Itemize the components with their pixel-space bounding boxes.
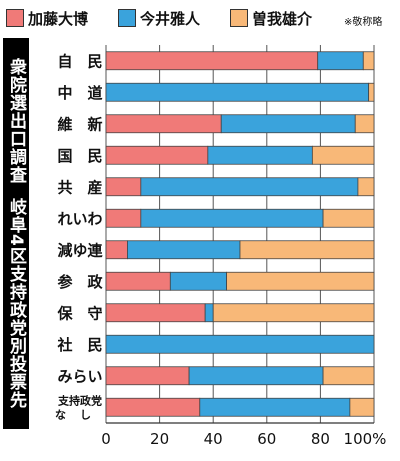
bar-segment <box>322 366 375 386</box>
bar-segment <box>349 397 375 417</box>
vertical-title-part1: 衆院選出口調査 <box>6 58 26 185</box>
bar-segment <box>317 51 364 71</box>
bar-segment <box>105 366 190 386</box>
category-label: 中 道 <box>57 84 102 102</box>
honorifics-omitted-note: ※敬称略 <box>344 17 383 28</box>
bar-segment <box>140 208 324 228</box>
legend-item-soga: 曽我雄介 <box>230 6 312 30</box>
bar-segment <box>239 240 375 260</box>
legend-label-kato: 加藤大博 <box>28 9 89 28</box>
category-label: 保 守 <box>56 304 102 322</box>
category-label: 維 新 <box>57 115 102 133</box>
bar-segment <box>207 145 313 165</box>
bar-segment <box>105 334 375 354</box>
bar-segment <box>368 82 375 102</box>
bar-segment <box>226 271 375 291</box>
x-tick-label: 60 <box>257 430 276 448</box>
bar-segment <box>105 271 171 291</box>
x-tick-label: 20 <box>150 430 169 448</box>
bar-segment <box>220 114 356 134</box>
legend-swatch-imai <box>118 9 136 27</box>
bar-segment <box>357 177 375 197</box>
bar-segment <box>199 397 351 417</box>
category-label: 参 政 <box>57 273 103 291</box>
x-tick-label: 40 <box>204 430 223 448</box>
category-label: 共 産 <box>57 178 102 196</box>
vertical-title-part2: 岐阜4区支持政党別投票先 <box>6 198 26 409</box>
bar-segment <box>140 177 359 197</box>
bar-segment <box>188 366 324 386</box>
bar-segment <box>311 145 375 165</box>
bar-segment <box>354 114 375 134</box>
legend-item-kato: 加藤大博 <box>6 6 88 30</box>
bar-segment <box>322 208 375 228</box>
vertical-title: 衆院選出口調査 岐阜4区支持政党別投票先 <box>3 38 29 429</box>
category-label: れいわ <box>57 210 102 228</box>
bar-segment <box>105 208 142 228</box>
bar-segment <box>105 82 370 102</box>
legend: 加藤大博 今井雅人 曽我雄介 ※敬称略 <box>0 0 400 36</box>
category-label: みらい <box>57 367 102 385</box>
legend-label-imai: 今井雅人 <box>140 9 201 28</box>
bar-segment <box>105 240 128 260</box>
category-label: 支持政党 <box>57 393 102 407</box>
category-label: 国 民 <box>57 147 102 165</box>
bar-segment <box>127 240 241 260</box>
x-tick-label: 80 <box>311 430 330 448</box>
bar-segment <box>105 177 142 197</box>
bar-segment <box>105 51 319 71</box>
bar-segment <box>362 51 375 71</box>
bar-segment <box>105 397 201 417</box>
legend-label-soga: 曽我雄介 <box>252 9 313 28</box>
category-label: なし <box>55 408 105 421</box>
bar-segment <box>105 145 209 165</box>
x-tick-label: 0 <box>101 430 111 448</box>
bar-segment <box>105 114 222 134</box>
bar-segment <box>204 303 214 323</box>
bar-segment <box>169 271 228 291</box>
legend-swatch-kato <box>6 9 24 27</box>
category-label: 自 民 <box>57 52 102 70</box>
category-label: 減ゆ連 <box>57 241 103 259</box>
bar-segment <box>212 303 375 323</box>
legend-swatch-soga <box>230 9 248 27</box>
bar-segment <box>105 303 206 323</box>
category-label: 社 民 <box>56 336 102 354</box>
x-tick-label: 100% <box>344 430 387 448</box>
legend-item-imai: 今井雅人 <box>118 6 200 30</box>
